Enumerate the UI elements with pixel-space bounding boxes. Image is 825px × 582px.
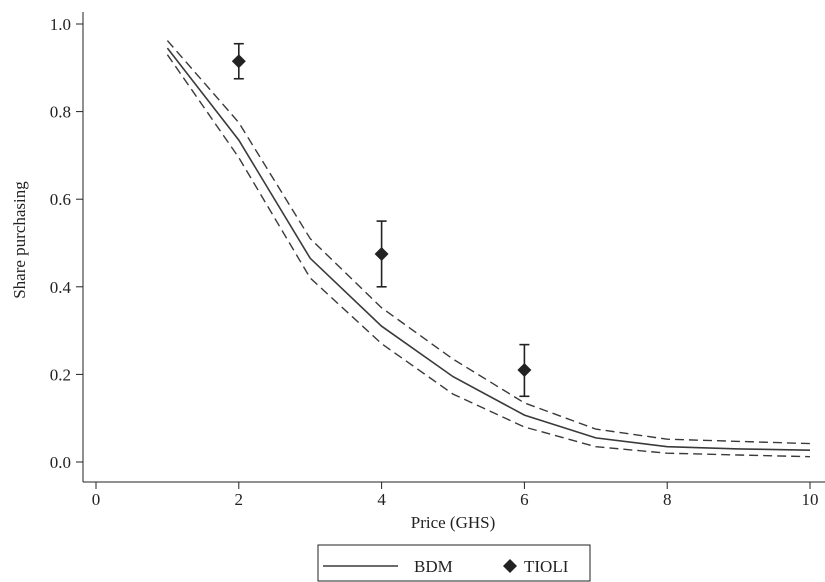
legend-box <box>317 544 591 582</box>
y-tick-label: 0.8 <box>50 103 71 122</box>
tioli-marker <box>374 246 389 261</box>
y-tick-label: 0.6 <box>50 190 71 209</box>
x-tick-label: 2 <box>235 490 244 509</box>
x-tick-label: 4 <box>377 490 386 509</box>
x-tick-label: 6 <box>520 490 529 509</box>
bdm-ci-upper-line <box>166 40 811 445</box>
tioli-marker <box>517 363 532 378</box>
bdm-series <box>166 47 811 451</box>
tioli-series <box>231 42 532 398</box>
tioli-marker <box>231 54 246 69</box>
legend-tioli-marker <box>503 559 517 573</box>
y-axis-label: Share purchasing <box>10 181 29 299</box>
x-tick-label: 10 <box>802 490 819 509</box>
x-tick-label: 8 <box>663 490 672 509</box>
legend-tioli-label: TIOLI <box>524 557 569 576</box>
x-axis-label: Price (GHS) <box>411 513 496 532</box>
axes: 0 2 4 6 8 10 0.0 0.2 0.4 0.6 0.8 1.0 <box>50 12 825 509</box>
bdm-line <box>166 47 811 451</box>
y-tick-label: 1.0 <box>50 15 71 34</box>
axis-labels: Price (GHS) Share purchasing <box>10 181 495 532</box>
y-tick-label: 0.2 <box>50 365 71 384</box>
x-tick-label: 0 <box>92 490 101 509</box>
y-tick-label: 0.4 <box>50 278 72 297</box>
bdm-confidence-band <box>166 40 811 458</box>
legend: BDM TIOLI <box>317 544 591 582</box>
legend-bdm-label: BDM <box>414 557 453 576</box>
y-tick-label: 0.0 <box>50 453 71 472</box>
